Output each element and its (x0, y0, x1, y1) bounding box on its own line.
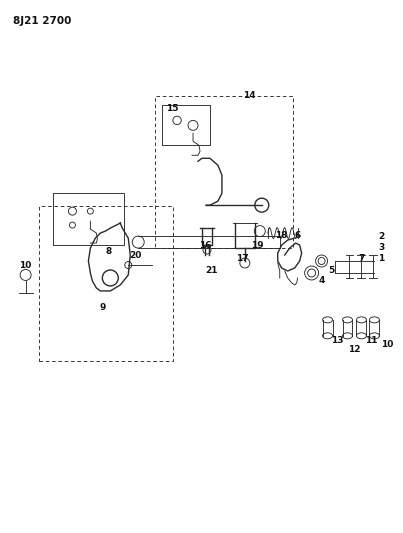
Text: 6: 6 (295, 231, 301, 239)
Text: 19: 19 (251, 240, 264, 249)
Text: 7: 7 (358, 254, 365, 263)
Text: 17: 17 (235, 254, 248, 263)
Text: 4: 4 (318, 277, 325, 286)
Text: 12: 12 (348, 345, 361, 354)
Text: 18: 18 (276, 231, 288, 239)
Text: 10: 10 (19, 261, 32, 270)
Text: 3: 3 (378, 243, 384, 252)
Text: 9: 9 (99, 303, 106, 312)
Text: 11: 11 (365, 336, 378, 345)
Text: 21: 21 (206, 266, 218, 276)
Text: 8J21 2700: 8J21 2700 (12, 15, 71, 26)
Text: 15: 15 (166, 104, 179, 113)
Text: 14: 14 (243, 91, 256, 100)
Text: 2: 2 (378, 231, 384, 240)
Text: 13: 13 (331, 336, 344, 345)
Text: 20: 20 (129, 251, 141, 260)
Text: 5: 5 (328, 266, 334, 276)
Text: 10: 10 (381, 340, 394, 349)
Text: 16: 16 (199, 240, 211, 249)
Text: 8: 8 (105, 247, 112, 255)
Text: 1: 1 (378, 254, 384, 263)
